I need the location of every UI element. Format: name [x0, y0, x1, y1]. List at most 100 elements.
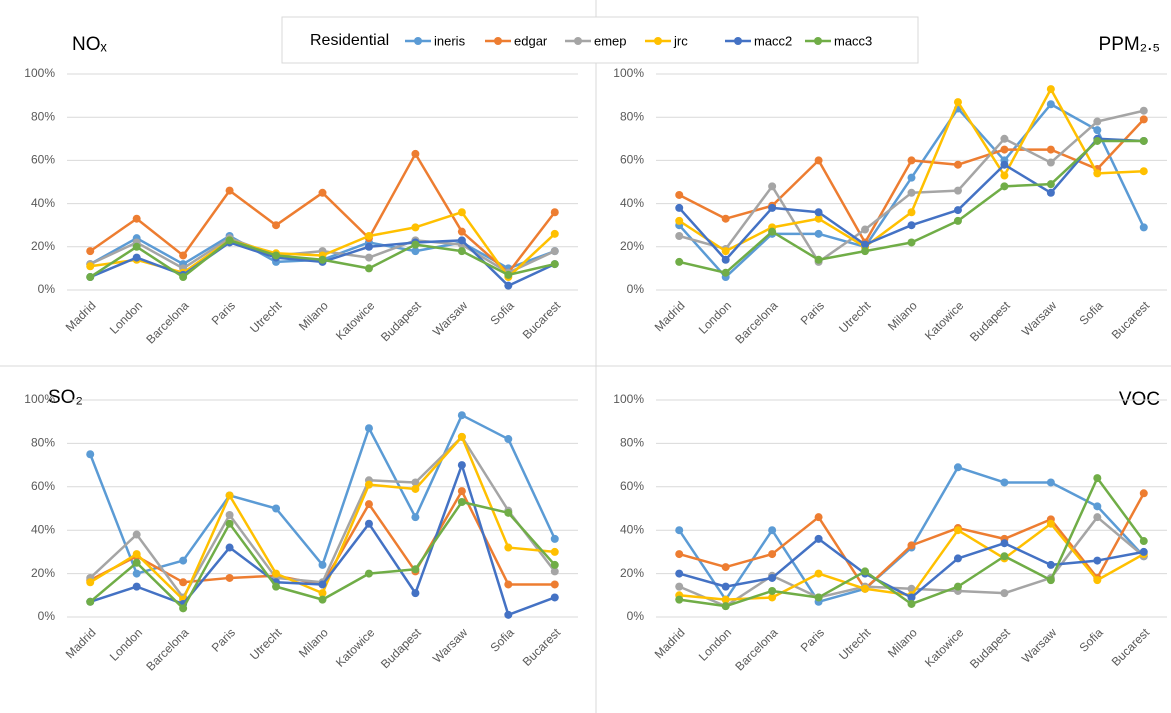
y-tick-label: 20% — [31, 239, 55, 253]
data-point — [132, 242, 141, 251]
data-point — [86, 262, 95, 271]
data-point — [364, 264, 373, 273]
data-point — [953, 463, 962, 472]
data-point — [1000, 171, 1009, 180]
data-point — [550, 534, 559, 543]
data-point — [675, 526, 684, 535]
data-point — [318, 188, 327, 197]
data-point — [953, 582, 962, 591]
data-point — [550, 547, 559, 556]
y-tick-label: 100% — [24, 392, 55, 406]
data-point — [721, 268, 730, 277]
data-point — [364, 569, 373, 578]
data-point — [132, 558, 141, 567]
data-point — [364, 232, 373, 240]
y-tick-label: 20% — [31, 566, 55, 580]
data-point — [272, 221, 281, 230]
data-point — [179, 273, 188, 282]
data-point — [907, 221, 916, 230]
data-point — [225, 186, 234, 195]
y-tick-label: 0% — [38, 609, 56, 623]
data-point — [504, 435, 513, 444]
y-tick-label: 80% — [31, 109, 55, 123]
data-point — [550, 229, 559, 238]
data-point — [1093, 576, 1102, 585]
data-point — [411, 223, 420, 232]
data-point — [1093, 169, 1102, 178]
data-point — [675, 203, 684, 212]
data-point — [504, 270, 513, 279]
data-point — [1000, 589, 1009, 598]
data-point — [721, 255, 730, 264]
data-point — [1139, 547, 1148, 556]
data-point — [1093, 126, 1102, 135]
data-point — [504, 580, 513, 589]
data-point — [132, 530, 141, 539]
legend-label: macc3 — [834, 33, 872, 48]
data-point — [86, 597, 95, 606]
y-tick-label: 40% — [31, 522, 55, 536]
data-point — [953, 554, 962, 563]
data-point — [861, 584, 870, 593]
data-point — [721, 582, 730, 591]
data-point — [504, 610, 513, 619]
data-point — [1139, 537, 1148, 546]
data-point — [1046, 188, 1055, 197]
data-point — [768, 182, 777, 191]
data-point — [550, 260, 559, 269]
data-point — [814, 513, 823, 522]
y-tick-label: 40% — [620, 196, 644, 210]
data-point — [675, 595, 684, 604]
data-point — [1093, 556, 1102, 565]
y-tick-label: 60% — [31, 153, 55, 167]
data-point — [953, 526, 962, 535]
data-point — [1139, 115, 1148, 124]
data-point — [814, 534, 823, 543]
data-point — [1139, 223, 1148, 232]
data-point — [411, 513, 420, 522]
data-point — [1139, 136, 1148, 145]
data-point — [1000, 552, 1009, 561]
data-point — [132, 214, 141, 223]
data-point — [953, 186, 962, 195]
data-point — [907, 541, 916, 550]
data-point — [318, 589, 327, 598]
data-point — [1046, 478, 1055, 487]
data-point — [768, 227, 777, 236]
legend-label: jrc — [673, 33, 688, 48]
data-point — [132, 253, 141, 262]
y-tick-label: 80% — [620, 436, 644, 450]
data-point — [86, 578, 95, 587]
data-point — [411, 149, 420, 158]
data-point — [550, 560, 559, 569]
data-point — [814, 229, 823, 238]
legend-swatch — [734, 37, 742, 45]
data-point — [364, 519, 373, 528]
y-tick-label: 0% — [627, 609, 645, 623]
data-point — [411, 565, 420, 574]
y-tick-label: 0% — [627, 282, 645, 296]
data-point — [953, 98, 962, 107]
data-point — [675, 582, 684, 591]
data-point — [675, 550, 684, 559]
data-point — [1139, 167, 1148, 176]
data-point — [457, 461, 466, 470]
data-point — [1093, 136, 1102, 145]
data-point — [907, 593, 916, 602]
data-point — [318, 255, 327, 264]
data-point — [364, 500, 373, 509]
data-point — [1046, 158, 1055, 167]
data-point — [550, 580, 559, 589]
data-point — [411, 478, 420, 487]
data-point — [86, 247, 95, 256]
data-point — [457, 208, 466, 217]
data-point — [907, 173, 916, 182]
data-point — [768, 573, 777, 582]
data-point — [675, 232, 684, 240]
data-point — [1000, 182, 1009, 191]
data-point — [457, 227, 466, 236]
data-point — [225, 573, 234, 582]
data-point — [1000, 145, 1009, 154]
